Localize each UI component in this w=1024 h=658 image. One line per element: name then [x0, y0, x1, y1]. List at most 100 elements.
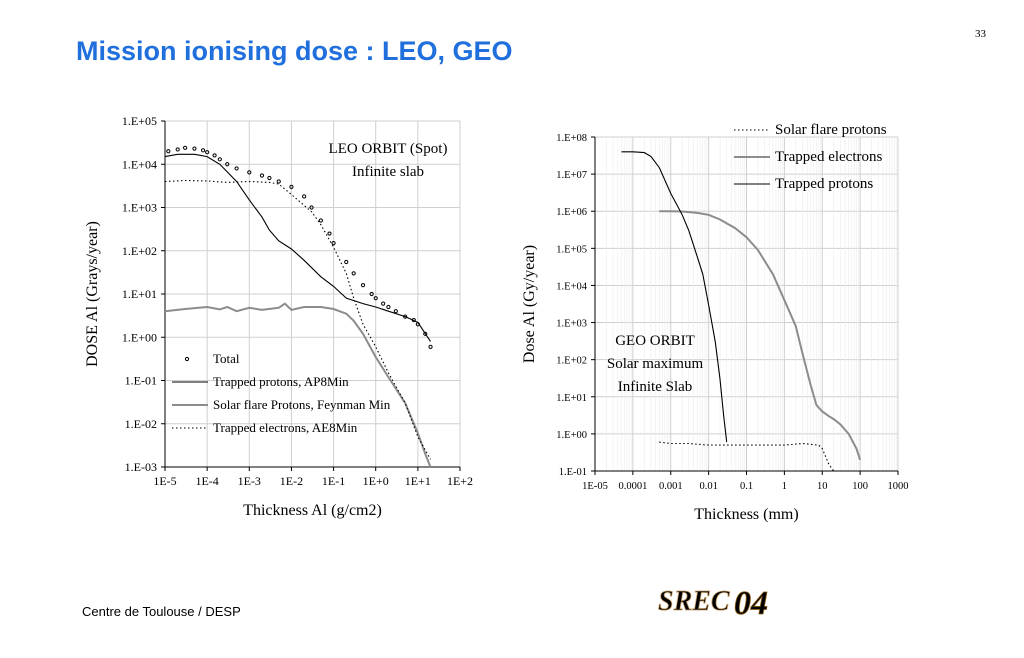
- data-point: [344, 259, 349, 265]
- x-tick-label: 1E-1: [322, 474, 345, 488]
- y-tick-label: 1.E-01: [125, 374, 157, 388]
- y-tick-label: 1.E+00: [122, 330, 157, 344]
- data-point: [331, 241, 336, 246]
- legend-label: Trapped protons, AP8Min: [213, 374, 349, 389]
- data-point: [289, 184, 294, 189]
- y-tick-label: 1.E-02: [125, 417, 157, 431]
- series-2: [621, 151, 728, 443]
- svg-text:04: 04: [734, 585, 768, 622]
- y-tick-label: 1.E+08: [556, 133, 587, 144]
- chart-annotation: Infinite slab: [352, 164, 424, 180]
- x-tick-label: 10: [817, 481, 828, 492]
- y-axis-title: Dose Al (Gy/year): [521, 245, 538, 363]
- series-line: [659, 441, 835, 472]
- x-tick-label: 1E+2: [447, 474, 473, 488]
- gridlines: [594, 136, 899, 472]
- data-point: [217, 157, 222, 162]
- chart-annotation: Infinite Slab: [618, 379, 693, 395]
- leo-dose-chart: 1E-5 1E-4 1E-3 1E-2 1E-1 1E+0 1E+1 1E+2 1.E-03 1.…: [84, 114, 473, 519]
- x-tick-label: 1E+0: [363, 474, 389, 488]
- legend-marker: [184, 356, 190, 362]
- series-line: [621, 151, 728, 443]
- data-point: [386, 304, 391, 310]
- data-point: [247, 170, 252, 175]
- series-line: [164, 179, 431, 460]
- series-1: [659, 210, 862, 461]
- x-tick-label: 0.01: [699, 481, 717, 492]
- data-point: [259, 173, 265, 178]
- data-point: [200, 148, 206, 153]
- data-point: [351, 271, 356, 276]
- y-tick-label: 1.E+07: [556, 170, 587, 181]
- x-tick-label: 1E-3: [238, 474, 261, 488]
- data-point: [175, 147, 180, 152]
- data-point: [423, 331, 428, 336]
- svg-text:SREC: SREC: [658, 586, 730, 617]
- x-tick-label: 1E-4: [195, 474, 218, 488]
- y-tick-label: 1.E-01: [559, 467, 587, 478]
- data-point: [205, 150, 210, 155]
- gridlines: [164, 120, 461, 468]
- chart-annotation: LEO ORBIT (Spot): [329, 141, 448, 157]
- x-tick-label: 1E-2: [280, 474, 303, 488]
- data-point: [225, 162, 230, 167]
- y-tick-label: 1.E+00: [556, 430, 587, 441]
- data-point: [360, 283, 366, 288]
- legend-label: Solar flare protons: [775, 122, 887, 138]
- data-point: [212, 153, 217, 158]
- y-tick-label: 1.E+03: [556, 319, 587, 330]
- data-point: [327, 231, 332, 236]
- x-tick-label: 1000: [888, 481, 909, 492]
- data-point: [166, 149, 171, 154]
- x-tick-label: 0.0001: [618, 481, 647, 492]
- y-tick-label: 1.E+01: [556, 393, 587, 404]
- legend-label: Trapped protons: [775, 176, 873, 192]
- x-tick-label: 100: [852, 481, 868, 492]
- legend-label: Trapped electrons, AE8Min: [213, 420, 358, 435]
- data-point: [302, 194, 307, 199]
- y-tick-label: 1.E-03: [125, 460, 157, 474]
- x-tick-label: 1E-5: [153, 474, 176, 488]
- y-axis-title: DOSE Al (Grays/year): [84, 221, 101, 367]
- data-point: [318, 218, 323, 223]
- data-point: [373, 296, 378, 301]
- legend-label: Total: [213, 351, 240, 366]
- legend-label: Trapped electrons: [775, 149, 882, 165]
- series-1: [164, 153, 431, 342]
- geo-dose-chart: 1E-05 0.0001 0.001 0.01 0.1 1 10 100 1000 1.E-01 1…: [521, 122, 909, 523]
- slide-title: Mission ionising dose : LEO, GEO: [76, 36, 513, 66]
- data-point: [234, 166, 239, 171]
- srec04-logo: SREC 04: [658, 585, 769, 623]
- y-tick-label: 1.E+05: [122, 114, 157, 128]
- data-point: [183, 145, 188, 150]
- y-tick-label: 1.E+06: [556, 207, 587, 218]
- series-0: [659, 441, 835, 472]
- x-axis-title: Thickness Al (g/cm2): [243, 502, 382, 519]
- data-point: [381, 301, 386, 306]
- chart-annotation: GEO ORBIT: [615, 333, 695, 349]
- series-line: [164, 302, 432, 468]
- x-tick-label: 1: [782, 481, 787, 492]
- y-tick-label: 1.E+05: [556, 244, 587, 255]
- y-tick-label: 1.E+03: [122, 201, 157, 215]
- y-tick-label: 1.E+02: [556, 356, 587, 367]
- series-3: [164, 179, 431, 460]
- data-point: [267, 175, 272, 181]
- y-tick-label: 1.E+04: [122, 157, 157, 171]
- y-tick-label: 1.E+02: [122, 244, 157, 258]
- y-tick-label: 1.E+04: [556, 281, 587, 292]
- x-tick-label: 0.1: [740, 481, 753, 492]
- x-tick-label: 0.001: [659, 481, 683, 492]
- data-point: [393, 309, 398, 314]
- data-point: [428, 344, 433, 349]
- series-line: [659, 210, 862, 461]
- chart-annotation: Solar maximum: [607, 356, 704, 372]
- data-point: [309, 205, 314, 210]
- series-line: [164, 153, 431, 342]
- x-tick-label: 1E-05: [582, 481, 608, 492]
- footer-text: Centre de Toulouse / DESP: [82, 604, 241, 619]
- series-2: [164, 302, 432, 468]
- x-axis-title: Thickness (mm): [694, 506, 798, 523]
- data-point: [192, 146, 197, 151]
